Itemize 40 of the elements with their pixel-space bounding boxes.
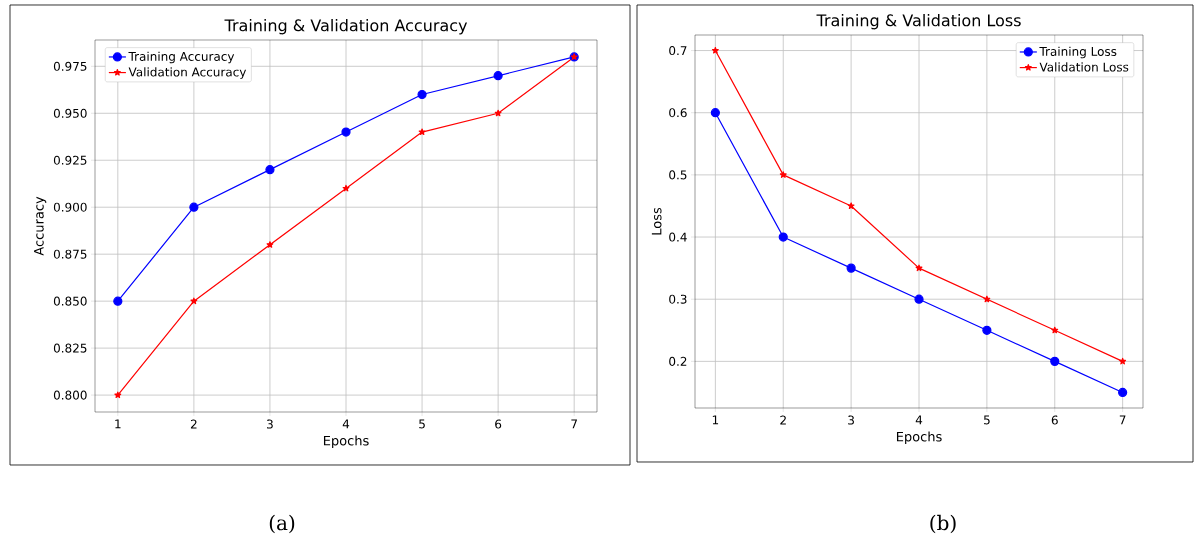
y-tick-label: 0.2: [669, 356, 687, 366]
y-tick-label: 0.900: [53, 202, 87, 212]
x-tick-label: 2: [780, 415, 786, 425]
y-axis-title: Accuracy: [34, 196, 47, 256]
text: (a): [269, 514, 295, 534]
y-tick-label: 0.3: [669, 294, 687, 304]
y-tick-label: 0.4: [669, 232, 687, 242]
x-tick-label: 7: [1119, 415, 1126, 425]
y-tick-label: 0.825: [53, 343, 87, 353]
legend-label: Training Accuracy: [128, 51, 235, 64]
y-axis-title: Loss: [651, 207, 662, 235]
x-tick-label: 3: [848, 415, 854, 425]
chart-title: Training & Validation Loss: [816, 13, 1021, 30]
y-tick-label: 0.950: [53, 108, 87, 118]
x-axis-title: Epochs: [323, 435, 369, 449]
x-tick-label: 1: [115, 419, 121, 429]
chart-title: Training & Validation Accuracy: [224, 18, 468, 35]
x-tick-label: 1: [712, 415, 719, 425]
x-tick-label: 2: [190, 419, 197, 429]
x-axis-title: Epochs: [896, 431, 942, 445]
x-tick-label: 6: [495, 419, 502, 429]
x-tick-label: 5: [983, 415, 990, 425]
y-tick-label: 0.6: [669, 108, 687, 118]
y-tick-label: 0.925: [53, 155, 87, 165]
text: (b): [930, 514, 956, 534]
x-tick-label: 3: [267, 419, 273, 429]
x-tick-label: 6: [1051, 415, 1058, 425]
y-tick-label: 0.875: [53, 249, 87, 259]
y-tick-label: 0.5: [669, 170, 687, 180]
legend-label: Validation Loss: [1039, 62, 1129, 72]
x-tick-label: 7: [571, 419, 577, 429]
x-tick-label: 4: [915, 415, 923, 425]
y-tick-label: 0.975: [53, 61, 87, 71]
x-tick-label: 5: [419, 419, 425, 429]
y-tick-label: 0.850: [53, 296, 87, 306]
x-tick-label: 4: [342, 419, 350, 429]
legend-label: Training Loss: [1039, 46, 1117, 59]
legend-label: Validation Accuracy: [128, 67, 247, 79]
y-tick-label: 0.7: [669, 46, 687, 56]
y-tick-label: 0.800: [53, 390, 87, 400]
